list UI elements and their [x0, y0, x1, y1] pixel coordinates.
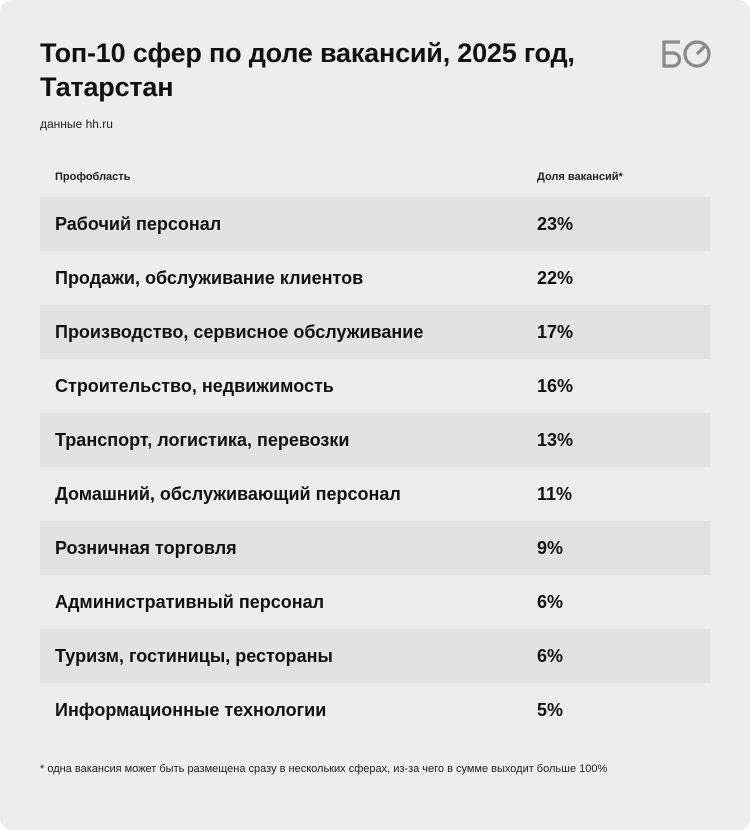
- row-share-value: 6%: [537, 646, 564, 666]
- column-header-area: Профобласть: [55, 171, 131, 183]
- table-row: Рабочий персонал 23%: [40, 197, 710, 251]
- row-category-label: Строительство, недвижимость: [55, 376, 334, 396]
- row-share-value: 11%: [537, 484, 573, 504]
- row-share-value: 16%: [537, 376, 574, 396]
- row-category-label: Информационные технологии: [55, 700, 327, 720]
- page-title: Топ-10 сфер по доле вакансий, 2025 год, …: [40, 38, 575, 102]
- row-share-value: 17%: [537, 322, 574, 342]
- table-row: Домашний, обслуживающий персонал 11%: [40, 467, 710, 521]
- row-share-value: 22%: [537, 268, 574, 288]
- row-share-value: 6%: [537, 592, 564, 612]
- row-category-label: Производство, сервисное обслуживание: [55, 322, 424, 342]
- bo-logo-icon: [662, 40, 711, 68]
- row-category-label: Туризм, гостиницы, рестораны: [55, 646, 333, 666]
- footnote: * одна вакансия может быть размещена сра…: [40, 763, 608, 775]
- column-header-share: Доля вакансий*: [537, 171, 623, 183]
- row-category-label: Рабочий персонал: [55, 214, 222, 234]
- source-note: данные hh.ru: [40, 117, 113, 131]
- table-row: Продажи, обслуживание клиентов 22%: [40, 251, 710, 305]
- table-row: Розничная торговля 9%: [40, 521, 710, 575]
- row-share-value: 13%: [537, 430, 574, 450]
- table-row: Транспорт, логистика, перевозки 13%: [40, 413, 710, 467]
- table-row: Строительство, недвижимость 16%: [40, 359, 710, 413]
- row-share-value: 23%: [537, 214, 574, 234]
- row-category-label: Розничная торговля: [55, 538, 237, 558]
- row-category-label: Транспорт, логистика, перевозки: [55, 430, 350, 450]
- row-category-label: Домашний, обслуживающий персонал: [55, 484, 401, 504]
- table-header: Профобласть Доля вакансий*: [40, 168, 710, 188]
- table-row: Производство, сервисное обслуживание 17%: [40, 305, 710, 359]
- row-share-value: 5%: [537, 700, 564, 720]
- row-category-label: Продажи, обслуживание клиентов: [55, 268, 364, 288]
- table-row: Информационные технологии 5%: [40, 683, 710, 737]
- row-share-value: 9%: [537, 538, 564, 558]
- data-table: Рабочий персонал 23% Продажи, обслуживание…: [40, 197, 710, 737]
- table-row: Административный персонал 6%: [40, 575, 710, 629]
- table-row: Туризм, гостиницы, рестораны 6%: [40, 629, 710, 683]
- row-category-label: Административный персонал: [55, 592, 325, 612]
